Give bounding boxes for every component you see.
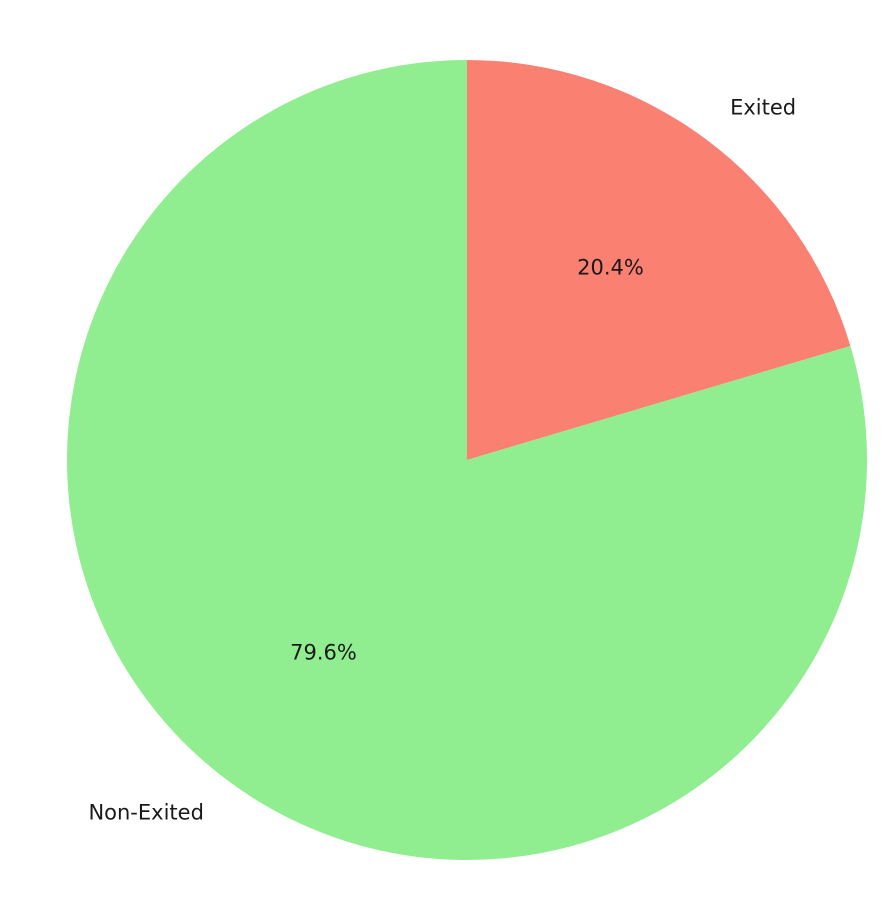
pct-label-exited: 20.4% [577, 256, 644, 280]
pie-labels: 20.4% Exited 79.6% Non-Exited [88, 95, 796, 824]
pie-slices [66, 60, 868, 860]
category-label-non-exited: Non-Exited [88, 801, 203, 825]
category-label-exited: Exited [730, 95, 796, 119]
pie-slice-exited [467, 60, 851, 460]
pie-slice-non-exited [66, 60, 868, 860]
pct-label-non-exited: 79.6% [290, 640, 357, 664]
